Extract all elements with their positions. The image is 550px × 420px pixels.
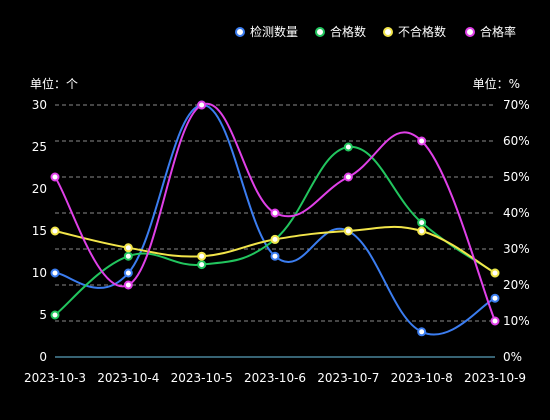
- x-axis-tick-label: 2023-10-7: [317, 371, 379, 385]
- data-point-series-2: [417, 218, 427, 228]
- legend-marker: [383, 27, 393, 37]
- data-point-series-3: [123, 243, 133, 253]
- right-axis-tick-label: 60%: [503, 134, 530, 148]
- x-axis-tick-label: 2023-10-6: [244, 371, 306, 385]
- x-axis-tick-label: 2023-10-4: [97, 371, 159, 385]
- left-axis-unit-label: 单位：个: [30, 76, 78, 91]
- right-axis-unit-label: 单位：%: [473, 76, 520, 91]
- data-point-series-2: [50, 310, 60, 320]
- left-axis-tick-label: 10: [32, 266, 47, 280]
- series-line-3: [54, 225, 496, 274]
- x-axis-tick-label: 2023-10-8: [391, 371, 453, 385]
- left-axis-tick-label: 0: [39, 350, 47, 364]
- x-axis-tick-label: 2023-10-5: [171, 371, 233, 385]
- data-point-series-4: [343, 172, 353, 182]
- left-axis-tick-label: 25: [32, 140, 47, 154]
- x-axis-tick-label: 2023-10-3: [24, 371, 86, 385]
- data-point-series-3: [343, 226, 353, 236]
- left-axis-tick-label: 30: [32, 98, 47, 112]
- right-axis-tick-label: 50%: [503, 170, 530, 184]
- legend-marker: [465, 27, 475, 37]
- data-point-series-4: [270, 208, 280, 218]
- right-axis-tick-label: 70%: [503, 98, 530, 112]
- data-point-series-1: [123, 268, 133, 278]
- legend-label: 合格率: [480, 24, 516, 39]
- data-point-series-2: [123, 251, 133, 261]
- data-point-series-1: [270, 251, 280, 261]
- left-axis-tick-label: 15: [32, 224, 47, 238]
- right-axis-tick-label: 20%: [503, 278, 530, 292]
- right-axis-tick-label: 30%: [503, 242, 530, 256]
- data-point-series-4: [50, 172, 60, 182]
- data-point-series-1: [490, 293, 500, 303]
- legend-label: 检测数量: [250, 24, 298, 39]
- right-axis-tick-label: 10%: [503, 314, 530, 328]
- data-point-series-2: [197, 260, 207, 270]
- data-point-series-4: [490, 316, 500, 326]
- legend-marker: [315, 27, 325, 37]
- right-axis-tick-label: 40%: [503, 206, 530, 220]
- data-point-series-1: [50, 268, 60, 278]
- data-point-series-4: [417, 136, 427, 146]
- legend-marker: [235, 27, 245, 37]
- data-point-series-4: [197, 100, 207, 110]
- right-axis-tick-label: 0%: [503, 350, 522, 364]
- data-point-series-4: [123, 280, 133, 290]
- x-axis-tick-label: 2023-10-9: [464, 371, 526, 385]
- data-point-series-2: [343, 142, 353, 152]
- data-point-series-1: [417, 327, 427, 337]
- series-line-1: [54, 103, 496, 336]
- data-point-series-3: [197, 251, 207, 261]
- data-point-series-3: [417, 226, 427, 236]
- legend-label: 合格数: [330, 24, 366, 39]
- left-axis-tick-label: 5: [39, 308, 47, 322]
- data-point-series-3: [270, 234, 280, 244]
- left-axis-tick-label: 20: [32, 182, 47, 196]
- data-point-series-3: [50, 226, 60, 236]
- data-point-series-3: [490, 268, 500, 278]
- series-line-2: [54, 145, 496, 316]
- legend-label: 不合格数: [398, 24, 446, 39]
